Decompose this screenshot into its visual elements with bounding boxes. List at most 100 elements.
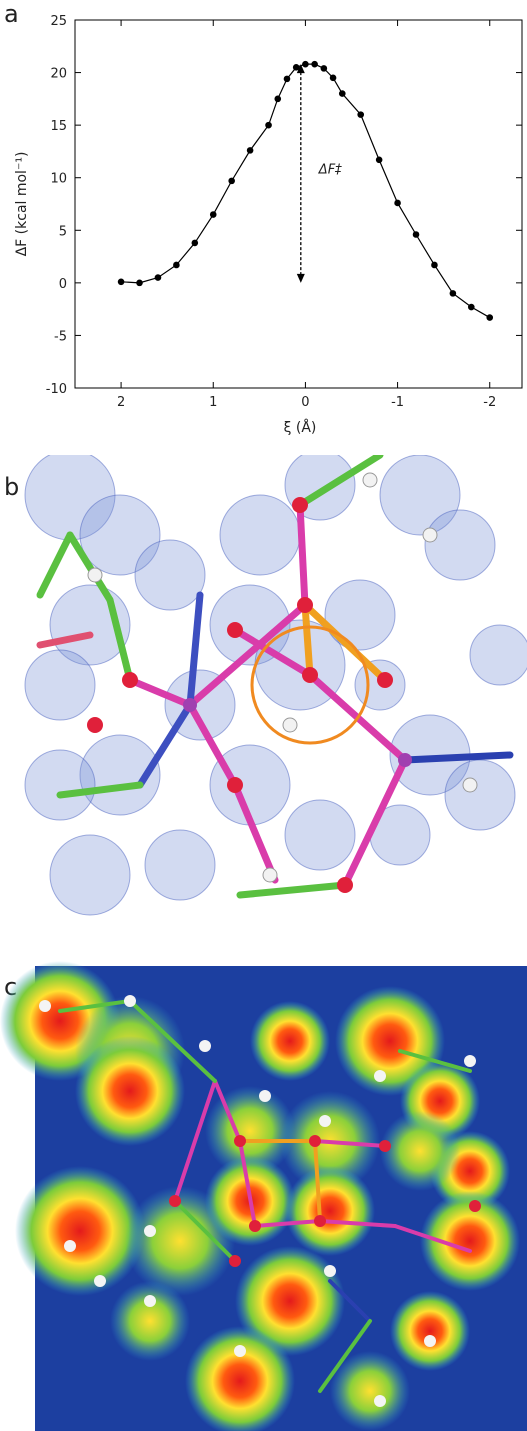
y-tick-label: 20 (50, 67, 67, 82)
oxygen-atom (379, 1140, 391, 1152)
oxygen-atom (292, 497, 308, 513)
density-blob (25, 750, 95, 820)
data-point (210, 211, 217, 218)
hydrogen-atom (94, 1275, 106, 1287)
oxygen-atom (227, 622, 243, 638)
data-point (450, 290, 457, 297)
density-blob (220, 495, 300, 575)
data-point (155, 274, 162, 281)
data-point (468, 304, 475, 311)
data-point (311, 61, 318, 68)
data-point (431, 262, 438, 269)
hydrogen-atom (39, 1000, 51, 1012)
hydrogen-atom (259, 1090, 271, 1102)
density-blob (285, 1166, 375, 1256)
data-point (228, 178, 235, 185)
density-blob (135, 540, 205, 610)
y-axis-label: ΔF (kcal mol⁻¹) (14, 152, 30, 257)
oxygen-atom (249, 1220, 261, 1232)
annotation-label: ΔF‡ (318, 163, 342, 178)
hydrogen-atom (64, 1240, 76, 1252)
data-point (136, 280, 143, 287)
hydrogen-atom (124, 995, 136, 1007)
bond (305, 605, 310, 675)
data-point (247, 147, 254, 154)
density-blob (185, 1326, 295, 1431)
data-point (376, 157, 383, 164)
plot-frame (75, 20, 522, 388)
x-axis-label: ξ (Å) (284, 419, 317, 436)
density-blob (15, 1166, 145, 1296)
hydrogen-atom (144, 1295, 156, 1307)
hydrogen-atom (374, 1070, 386, 1082)
density-blob (285, 800, 355, 870)
x-tick-label: -2 (483, 395, 496, 410)
density-blob (390, 1291, 470, 1371)
hydrogen-atom (144, 1225, 156, 1237)
metal-atom (398, 753, 412, 767)
arrow-head (297, 274, 305, 283)
hydrogen-atom (424, 1335, 436, 1347)
oxygen-atom (309, 1135, 321, 1147)
x-tick-label: 1 (209, 395, 217, 410)
density-blob (445, 760, 515, 830)
data-line (121, 64, 490, 317)
y-tick-label: 5 (59, 224, 67, 239)
oxygen-atom (314, 1215, 326, 1227)
bond (405, 755, 510, 760)
x-tick-label: 0 (301, 395, 309, 410)
y-tick-label: 25 (50, 14, 67, 29)
density-blob (380, 1111, 460, 1191)
density-blob (50, 835, 130, 915)
data-point (339, 90, 346, 97)
panel-label: b (4, 473, 19, 501)
x-tick-label: 2 (117, 395, 125, 410)
x-tick-label: -1 (391, 395, 404, 410)
data-point (192, 240, 199, 247)
data-point (357, 111, 364, 118)
oxygen-atom (377, 672, 393, 688)
y-tick-label: -10 (46, 382, 67, 397)
hydrogen-atom (464, 1055, 476, 1067)
hydrogen-atom (319, 1115, 331, 1127)
data-point (394, 200, 401, 207)
density-blob (110, 1281, 190, 1361)
data-point (118, 279, 125, 286)
oxygen-atom (227, 777, 243, 793)
page: {"chart_data": {"type": "line", "panel_l… (0, 0, 527, 1431)
y-tick-label: -5 (54, 329, 67, 344)
panel-label: a (4, 0, 19, 28)
density-blob (325, 580, 395, 650)
y-tick-label: 15 (50, 119, 67, 134)
density-blob (250, 1001, 330, 1081)
hydrogen-atom (263, 868, 277, 882)
density-blob (25, 650, 95, 720)
hydrogen-atom (234, 1345, 246, 1357)
panel-c: c (0, 961, 527, 1431)
bond (300, 505, 305, 605)
chart: a ΔF (kcal mol⁻¹) ξ (Å) -10-505101520252… (0, 0, 527, 440)
hydrogen-atom (423, 528, 437, 542)
y-tick-label: 10 (50, 172, 67, 187)
oxygen-atom (234, 1135, 246, 1147)
oxygen-atom (229, 1255, 241, 1267)
data-point (284, 76, 291, 83)
data-point (265, 122, 272, 129)
oxygen-atom (469, 1200, 481, 1212)
oxygen-atom (169, 1195, 181, 1207)
data-point (486, 314, 493, 321)
density-blob (75, 1036, 185, 1146)
hydrogen-atom (374, 1395, 386, 1407)
density-blob (145, 830, 215, 900)
y-tick-label: 0 (59, 277, 67, 292)
data-point (302, 61, 309, 68)
panel-b: b (0, 455, 527, 945)
hydrogen-atom (324, 1265, 336, 1277)
data-point (330, 75, 337, 82)
hydrogen-atom (199, 1040, 211, 1052)
metal-atom (183, 698, 197, 712)
data-point (413, 231, 420, 238)
hydrogen-atom (463, 778, 477, 792)
data-point (321, 65, 328, 72)
oxygen-atom (87, 717, 103, 733)
